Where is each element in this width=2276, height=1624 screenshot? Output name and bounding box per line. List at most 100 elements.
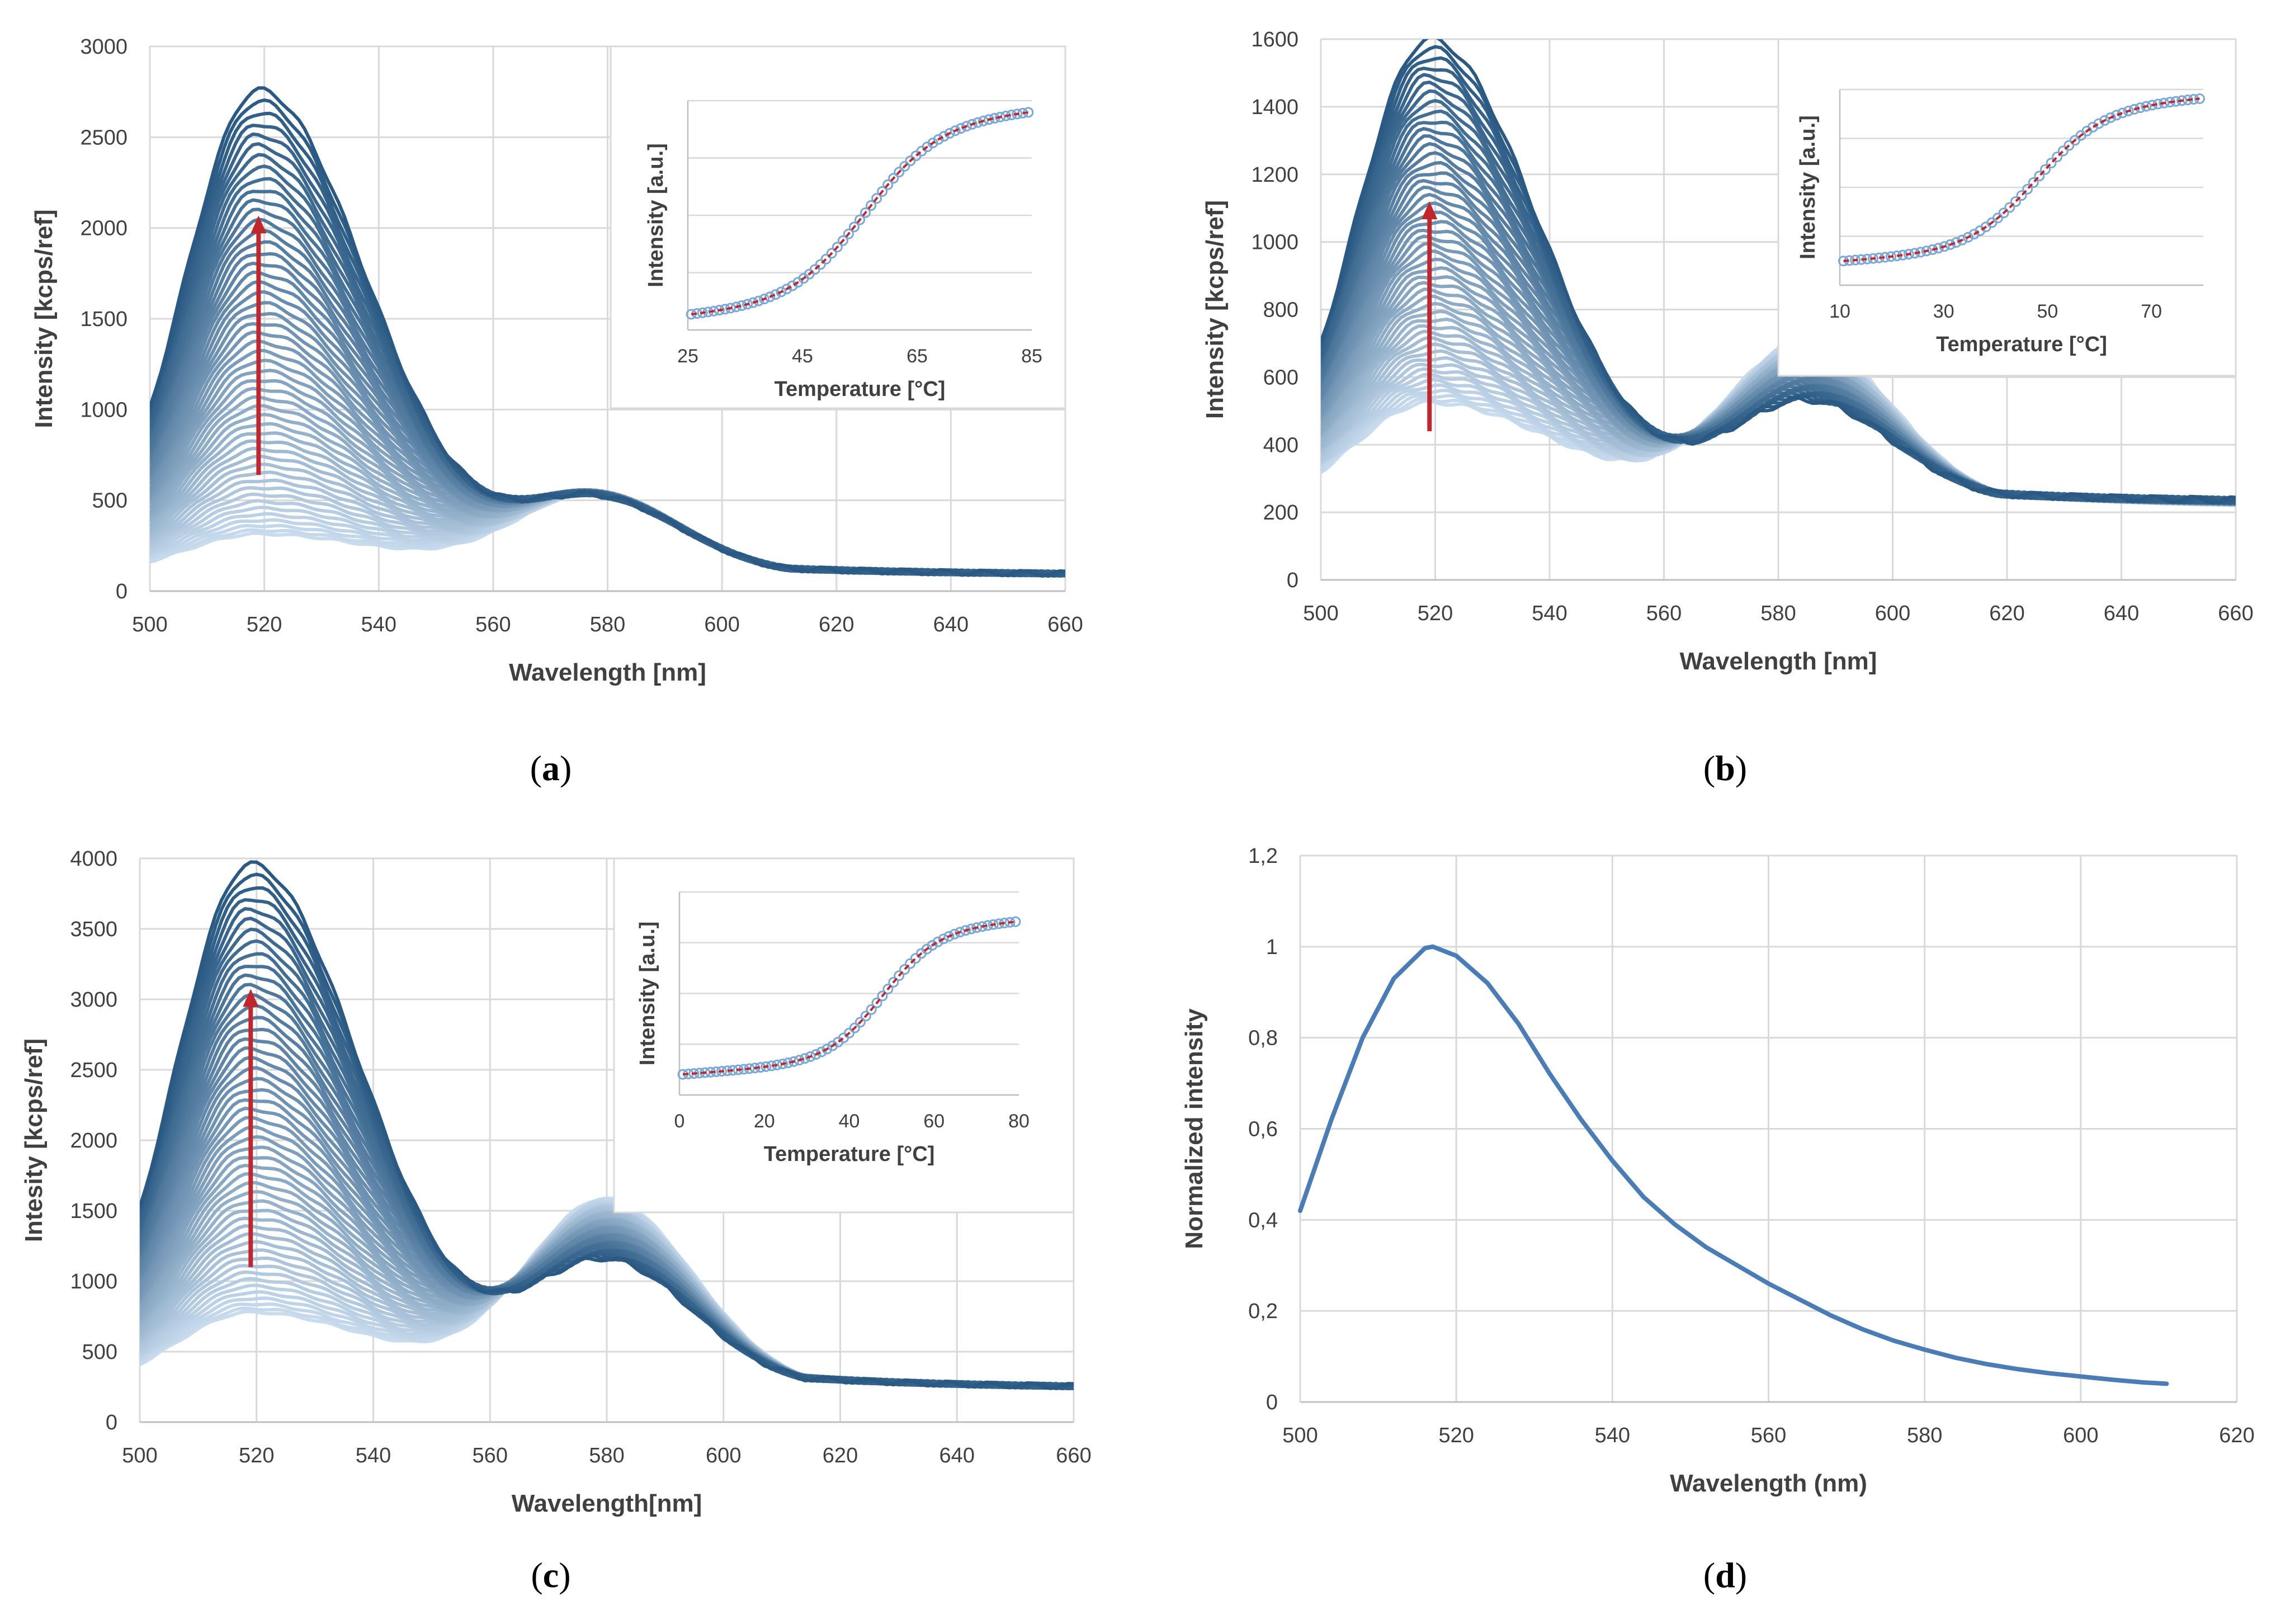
y-tick-label: 3500 [70, 918, 117, 941]
inset-data-point [2022, 183, 2033, 195]
y-tick-label: 1200 [1251, 163, 1298, 187]
inset-data-point [899, 160, 910, 172]
inset-data-point [1951, 237, 1962, 248]
inset-x-tick-label: 80 [1008, 1111, 1030, 1132]
y-tick-label: 0,6 [1248, 1118, 1278, 1141]
inset-data-point [955, 927, 966, 938]
inset-data-point [2016, 190, 2027, 201]
inset-data-point [943, 931, 955, 942]
inset-data-point [799, 1053, 810, 1064]
x-tick-label: 580 [1760, 602, 1796, 625]
y-tick-label: 1600 [1251, 28, 1298, 51]
inset-data-point [832, 242, 843, 253]
y-tick-label: 200 [1263, 501, 1298, 525]
inset-data-point [866, 200, 877, 211]
inset-x-axis-title: Temperature [°C] [1936, 333, 2107, 356]
inset-x-tick-label: 10 [1829, 301, 1850, 322]
chart-panel-d: 500 520 540 560 580 600 620 0 0,2 0,4 0,6 0,8 1 1,2 Wa… [1181, 844, 2255, 1595]
inset-frame [610, 45, 1066, 409]
inset-data-point [899, 964, 910, 975]
inset-data-point [816, 1046, 827, 1058]
inset-data-point [821, 1044, 833, 1055]
inset-data-point [2129, 103, 2140, 115]
spectrum-line [140, 860, 1074, 1390]
inset-data-point [854, 214, 865, 225]
inset-data-point [2039, 164, 2051, 175]
inset-data-point [988, 919, 999, 930]
y-tick-label: 0,2 [1248, 1300, 1278, 1323]
y-tick-label: 3000 [70, 988, 117, 1012]
x-tick-label: 600 [1875, 602, 1910, 625]
y-axis-title: Normalized intensity [1181, 1008, 1208, 1249]
inset-data-point [826, 248, 837, 259]
x-tick-label: 600 [704, 613, 739, 636]
inset-data-point [972, 117, 983, 128]
x-tick-label: 520 [1418, 602, 1453, 625]
panel-label: (b) [1703, 748, 1747, 788]
x-tick-label: 600 [706, 1444, 741, 1467]
inset-data-point [714, 305, 725, 316]
inset-chart: 10 30 50 70 Temperature [°C] Intensity [a.u.] [1777, 38, 2237, 377]
spectrum-line [1321, 39, 2236, 505]
inset-data-point [2194, 93, 2205, 104]
inset-data-point [950, 125, 961, 136]
x-tick-label: 500 [122, 1444, 157, 1467]
inset-data-point [1962, 232, 1973, 243]
x-tick-label: 520 [1438, 1424, 1474, 1447]
inset-data-point [2176, 95, 2188, 106]
panel-label: (c) [531, 1555, 570, 1595]
inset-data-point [2010, 196, 2021, 207]
inset-data-point [888, 173, 899, 184]
x-tick-label: 500 [1303, 602, 1338, 625]
inset-data-point [688, 1068, 700, 1079]
chart-panel-b: 500 520 540 560 580 600 620 640 660 0 200 400 600 800… [1201, 28, 2254, 788]
spectra-group [140, 860, 1074, 1391]
inset-data-point [733, 1064, 744, 1075]
inset-data-point [2111, 110, 2122, 121]
inset-data-point [744, 1063, 755, 1074]
inset-data-point [2057, 145, 2069, 157]
x-tick-label: 580 [590, 613, 625, 636]
y-tick-label: 2000 [80, 217, 128, 240]
inset-y-axis-title: Intensity [a.u.] [1796, 115, 1820, 259]
normalized-spectrum-line [1298, 944, 2169, 1386]
chart-panel-a: 500 520 540 560 580 600 620 640 6600500100015002… [30, 35, 1083, 788]
x-tick-label: 620 [819, 613, 854, 636]
y-tick-label: 0 [1266, 1391, 1278, 1414]
y-tick-label: 0,4 [1248, 1208, 1278, 1232]
inset-data-point [1939, 241, 1950, 252]
y-tick-label: 2000 [70, 1129, 117, 1153]
trend-arrow-head [251, 215, 267, 234]
inset-data-point [777, 1059, 788, 1070]
y-tick-label: 1000 [70, 1270, 117, 1293]
inset-x-tick-label: 45 [792, 346, 813, 367]
inset-x-tick-label: 60 [923, 1111, 945, 1132]
y-tick-label: 2500 [80, 126, 128, 149]
chart-panel-c: 500 520 540 560 580 600 620 640 6600500100015002… [20, 847, 1092, 1595]
x-tick-label: 560 [473, 1444, 508, 1467]
inset-data-point [1868, 253, 1879, 264]
x-tick-label: 640 [939, 1444, 975, 1467]
inset-chart: 25 45 65 85 Temperature [°C] Intensity [a.u.] [610, 45, 1066, 409]
inset-data-point [753, 295, 764, 306]
inset-data-point [2093, 118, 2104, 129]
y-tick-label: 2500 [70, 1059, 117, 1082]
inset-frame [613, 857, 1075, 1214]
inset-data-point [961, 121, 972, 132]
inset-data-point [1998, 207, 2009, 219]
y-tick-label: 1000 [1251, 231, 1298, 254]
x-tick-label: 540 [1532, 602, 1567, 625]
inset-data-point [882, 984, 894, 995]
y-tick-label: 0,8 [1248, 1027, 1278, 1050]
inset-data-point [894, 970, 905, 981]
inset-data-point [933, 134, 944, 145]
inset-data-point [2063, 140, 2075, 151]
inset-data-point [788, 1056, 799, 1067]
x-tick-label: 640 [2104, 602, 2139, 625]
inset-data-point [2099, 115, 2110, 126]
y-tick-label: 3000 [80, 35, 128, 59]
x-tick-label: 660 [1047, 613, 1083, 636]
y-tick-label: 1500 [80, 308, 128, 331]
x-tick-label: 620 [823, 1444, 858, 1467]
